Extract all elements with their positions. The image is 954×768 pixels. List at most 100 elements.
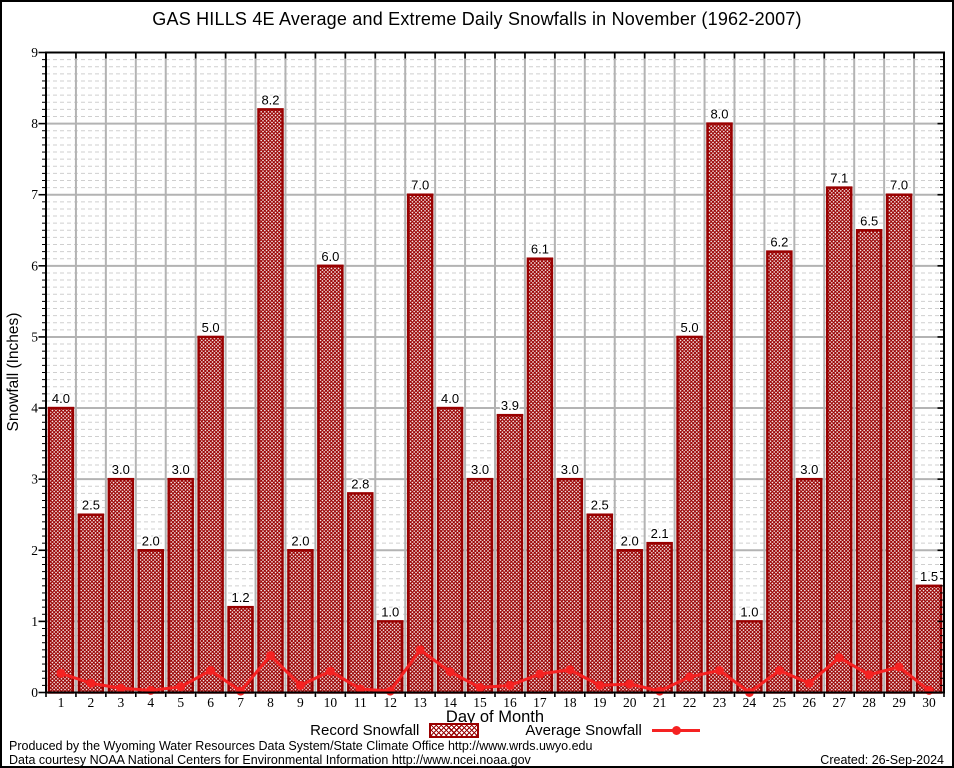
x-tick-label: 11	[354, 695, 367, 710]
legend-average-label: Average Snowfall	[525, 721, 642, 739]
y-axis-title: Snowfall (Inches)	[5, 313, 22, 432]
average-point-day-23	[715, 665, 724, 675]
bar-value-label: 8.0	[710, 107, 728, 122]
bar-value-label: 3.0	[112, 462, 130, 477]
average-point-day-26	[804, 678, 814, 688]
bar-day-16	[496, 413, 524, 694]
x-tick-label: 12	[383, 695, 397, 710]
bar-value-label: 2.0	[142, 533, 160, 548]
bar-value-label: 3.0	[471, 462, 489, 477]
bar-value-label: 1.2	[232, 590, 250, 605]
x-tick-label: 28	[862, 695, 876, 710]
bar-day-25	[766, 250, 793, 694]
average-point-day-20	[625, 679, 635, 689]
bar-day-21	[646, 541, 673, 694]
bar-day-10	[317, 264, 344, 694]
average-point-day-9	[295, 680, 305, 690]
x-tick-label: 13	[413, 695, 427, 710]
average-point-day-11	[355, 684, 365, 694]
bar-day-19	[586, 513, 614, 694]
average-point-day-28	[864, 670, 874, 680]
bar-value-label: 8.2	[261, 92, 279, 107]
bar-day-18	[556, 477, 584, 694]
bar-day-14	[436, 406, 464, 694]
bar-day-13	[406, 193, 434, 694]
average-point-day-4	[146, 685, 156, 695]
record-snowfall-bars	[47, 108, 943, 694]
bar-value-label: 2.1	[651, 526, 669, 541]
y-tick-label: 1	[31, 614, 38, 629]
x-tick-label: 3	[117, 695, 124, 710]
x-tick-label: 18	[563, 695, 577, 710]
x-tick-label: 23	[713, 695, 727, 710]
bar-day-22	[676, 335, 703, 694]
bar-day-4	[137, 549, 165, 694]
x-tick-label: 14	[443, 695, 457, 710]
bar-day-1	[47, 406, 75, 694]
x-tick-label: 1	[58, 695, 65, 710]
average-point-day-29	[894, 662, 904, 672]
bar-value-label: 5.0	[202, 320, 220, 335]
axes	[38, 51, 945, 697]
x-tick-label: 20	[623, 695, 637, 710]
bar-value-label: 2.0	[621, 533, 639, 548]
x-tick-label: 24	[743, 695, 757, 710]
average-point-day-14	[445, 667, 455, 677]
average-point-day-19	[595, 680, 605, 690]
bar-day-26	[796, 477, 823, 694]
bar-value-label: 3.9	[501, 398, 519, 413]
bar-day-28	[855, 229, 883, 694]
average-point-day-30	[924, 685, 934, 695]
bar-day-24	[736, 620, 763, 694]
y-tick-label: 3	[31, 472, 38, 487]
bar-day-3	[107, 477, 135, 694]
x-tick-label: 17	[533, 695, 547, 710]
average-point-day-3	[116, 683, 126, 693]
bar-day-2	[77, 513, 105, 694]
average-point-day-1	[56, 668, 66, 678]
legend: Record Snowfall Average Snowfall	[30, 721, 952, 739]
bar-value-label: 1.0	[381, 604, 399, 619]
average-point-day-25	[774, 665, 784, 675]
bar-value-label: 3.0	[800, 462, 818, 477]
page-title: GAS HILLS 4E Average and Extreme Daily S…	[152, 9, 802, 29]
average-point-day-27	[834, 653, 844, 663]
bar-day-23	[706, 122, 733, 694]
footer-produced-by: Produced by the Wyoming Water Resources …	[9, 739, 593, 753]
bar-value-label: 1.5	[920, 569, 938, 584]
average-point-day-6	[206, 665, 216, 675]
legend-record-label: Record Snowfall	[310, 721, 420, 739]
x-tick-label: 8	[267, 695, 274, 710]
bar-value-label: 2.5	[591, 498, 609, 513]
x-tick-label: 22	[683, 695, 697, 710]
bar-value-label: 1.0	[740, 604, 758, 619]
average-point-day-2	[86, 678, 96, 688]
bar-day-7	[227, 605, 254, 694]
footer-created-date: Created: 26-Sep-2024	[820, 753, 944, 767]
footer-data-courtesy: Data courtesy NOAA National Centers for …	[9, 753, 531, 767]
legend-line-marker	[671, 725, 681, 735]
bar-value-label: 4.0	[52, 391, 70, 406]
average-point-day-5	[176, 682, 186, 692]
x-tick-label: 27	[832, 695, 846, 710]
bar-value-label: 7.0	[890, 178, 908, 193]
bar-value-label: 3.0	[561, 462, 579, 477]
x-tick-label: 7	[237, 695, 244, 710]
y-tick-label: 8	[31, 116, 38, 131]
bar-value-label: 2.8	[351, 476, 369, 491]
bar-value-label: 2.0	[291, 533, 309, 548]
bar-day-9	[287, 549, 314, 694]
bar-value-labels: 4.0 2.5 3.0 2.0 3.0 5.0 1.2 8.2 2.0 6.0 2.8 1.0 7.0 4…	[50, 91, 939, 621]
average-point-day-22	[685, 672, 695, 682]
x-tick-label: 30	[922, 695, 936, 710]
record-snowfall-swatch-icon	[429, 722, 480, 738]
y-tick-label: 2	[31, 543, 38, 558]
y-tick-label: 0	[31, 685, 38, 700]
x-tick-label: 21	[653, 695, 667, 710]
y-tick-label: 5	[31, 329, 38, 344]
bar-day-20	[616, 549, 643, 694]
average-point-day-18	[565, 665, 575, 675]
bar-value-label: 6.2	[770, 235, 788, 250]
